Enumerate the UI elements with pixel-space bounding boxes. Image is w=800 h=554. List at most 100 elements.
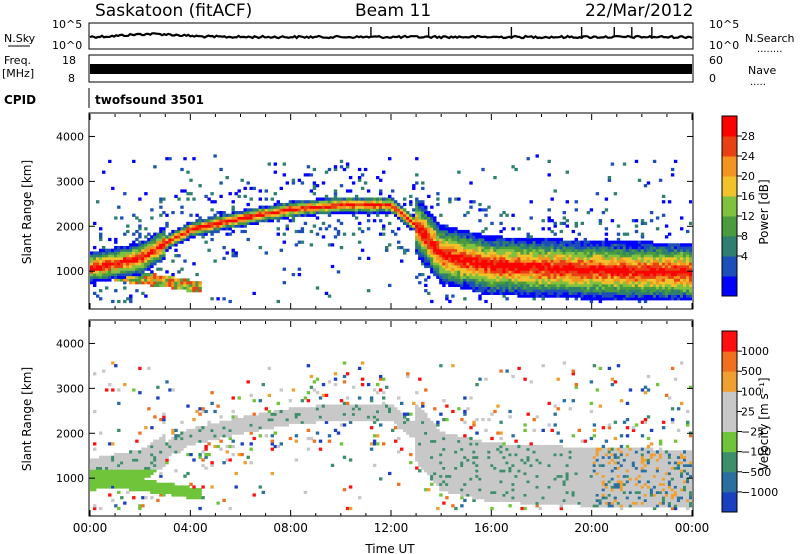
heat-cell <box>129 461 133 465</box>
heat-cell <box>400 259 404 263</box>
heat-cell <box>348 205 353 209</box>
heat-cell <box>204 436 208 441</box>
heat-cell <box>541 256 545 260</box>
heat-cell <box>376 383 380 387</box>
heat-cell <box>141 262 145 266</box>
heat-cell <box>385 205 389 209</box>
heat-cell <box>514 240 518 244</box>
heat-cell <box>481 248 485 252</box>
heat-cell <box>183 235 187 239</box>
heat-cell <box>439 213 443 217</box>
heat-cell <box>93 221 97 225</box>
heat-cell <box>562 251 566 255</box>
heat-cell <box>415 197 419 201</box>
heat-cell <box>508 240 512 244</box>
heat-cell <box>144 273 148 277</box>
heat-cell <box>120 496 124 500</box>
heat-cell <box>138 219 142 223</box>
heat-cell <box>421 229 425 234</box>
heat-cell <box>114 364 118 368</box>
heat-cell <box>586 273 591 277</box>
heat-cell <box>445 447 449 451</box>
heat-cell <box>406 420 410 424</box>
heat-cell <box>415 221 419 225</box>
heat-cell <box>186 490 190 494</box>
heat-cell <box>640 221 645 225</box>
heat-cell <box>129 455 133 459</box>
heat-cell <box>613 243 618 247</box>
heat-cell <box>207 453 211 457</box>
heat-cell <box>625 291 630 295</box>
heat-cell <box>183 278 187 282</box>
heat-cell <box>565 294 569 298</box>
heat-cell <box>132 159 136 163</box>
heat-cell <box>348 197 353 201</box>
heat-cell <box>132 477 136 481</box>
heat-cell <box>505 289 509 293</box>
heat-cell <box>670 243 675 247</box>
heat-cell <box>619 275 624 279</box>
heat-cell <box>445 485 449 489</box>
heat-cell <box>412 213 416 217</box>
heat-cell <box>499 251 503 255</box>
heat-cell <box>372 407 377 411</box>
heat-cell <box>478 281 482 285</box>
heat-cell <box>327 205 332 209</box>
heat-cell <box>550 243 554 247</box>
heat-cell <box>535 248 539 252</box>
heat-cell <box>400 418 404 422</box>
heat-cell <box>105 254 109 258</box>
heat-cell <box>442 469 446 473</box>
heat-cell <box>637 291 642 295</box>
y-tick-label: 3000 <box>56 175 84 188</box>
heat-cell <box>288 205 293 209</box>
heat-cell <box>625 246 630 250</box>
heat-cell <box>228 232 232 236</box>
heat-cell <box>138 453 142 457</box>
heat-cell <box>433 453 437 457</box>
heat-cell <box>550 248 554 252</box>
heat-cell <box>589 286 594 290</box>
heat-cell <box>511 251 515 255</box>
heat-cell <box>412 184 416 188</box>
heat-cell <box>93 273 97 277</box>
heat-cell <box>686 256 690 260</box>
heat-cell <box>577 267 581 271</box>
heat-cell <box>418 208 422 212</box>
heat-cell <box>436 197 440 201</box>
heat-cell <box>526 240 530 244</box>
heat-cell <box>643 283 648 287</box>
heat-cell <box>159 447 163 451</box>
heat-cell <box>502 254 506 258</box>
heat-cell <box>520 278 524 282</box>
heat-cell <box>397 227 401 231</box>
heat-cell <box>649 259 654 263</box>
heat-cell <box>246 428 250 432</box>
heat-cell <box>661 259 666 263</box>
heat-cell <box>385 197 389 201</box>
heat-cell <box>360 202 365 207</box>
heat-cell <box>261 216 265 220</box>
heat-cell <box>165 283 169 287</box>
heat-cell <box>463 259 467 263</box>
heat-cell <box>204 227 208 231</box>
heat-cell <box>547 281 551 285</box>
heat-cell <box>517 240 521 244</box>
heat-cell <box>586 270 591 274</box>
heat-cell <box>520 240 524 244</box>
heat-cell <box>689 281 692 285</box>
heat-cell <box>499 254 503 258</box>
heat-cell <box>643 275 648 279</box>
heat-cell <box>595 297 600 301</box>
heat-cell <box>658 297 663 301</box>
heat-cell <box>625 297 630 301</box>
heat-cell <box>114 270 118 274</box>
heat-cell <box>90 256 94 260</box>
heat-cell <box>252 412 256 416</box>
heat-cell <box>412 224 416 228</box>
heat-cell <box>511 262 515 266</box>
freq-tick-bottom: 8 <box>68 72 75 85</box>
heat-cell <box>619 243 624 247</box>
heat-cell <box>273 202 277 207</box>
heat-cell <box>177 270 181 274</box>
